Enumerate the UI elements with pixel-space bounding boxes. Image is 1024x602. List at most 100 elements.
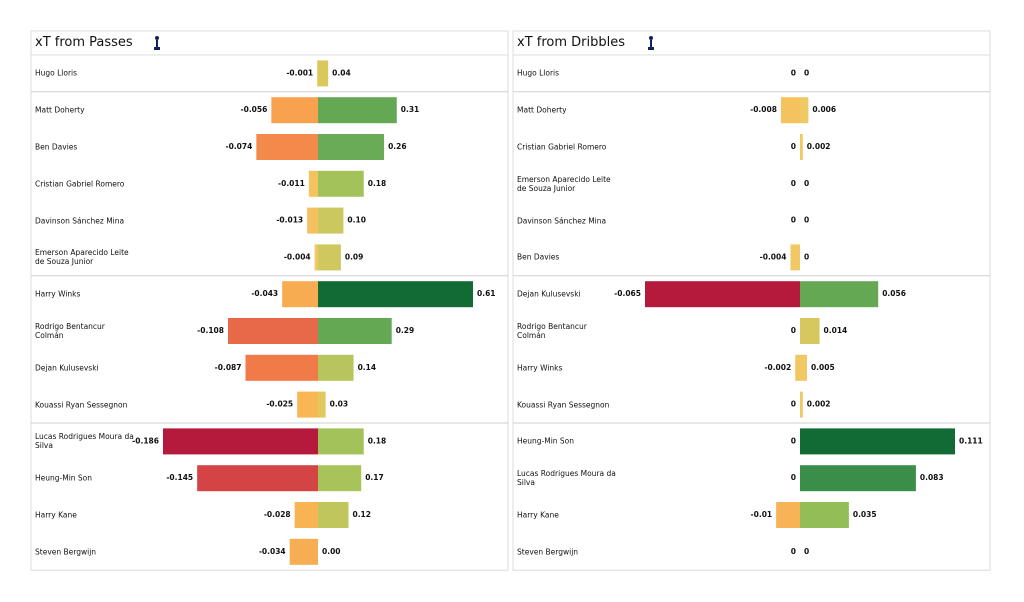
player-name: Heung-Min Son [35, 473, 93, 483]
value-label: -0.013 [276, 216, 303, 225]
panel-frame [512, 30, 991, 571]
value-label: 0.12 [352, 510, 371, 519]
value-label: 0.111 [959, 436, 983, 445]
player-name: Matt Doherty [517, 105, 567, 115]
panel-frame [30, 30, 509, 571]
value-label: 0 [791, 326, 796, 335]
bar [318, 428, 364, 455]
chart-title: xT from Passes [35, 35, 133, 50]
player-name: Lucas Rodrigues Moura da Silva [35, 432, 134, 451]
value-label: 0 [791, 436, 796, 445]
player-name: Ben Davies [517, 252, 560, 262]
value-label: 0.14 [358, 363, 377, 372]
bar [780, 97, 800, 124]
value-label: -0.028 [264, 510, 291, 519]
bar [318, 60, 329, 87]
bar [245, 354, 318, 381]
bar [800, 391, 803, 418]
bar [197, 465, 318, 492]
bar [318, 170, 364, 197]
value-label: 0.056 [882, 289, 906, 298]
value-label: -0.025 [266, 400, 293, 409]
value-label: -0.011 [278, 179, 305, 188]
value-label: 0 [804, 216, 809, 225]
bar [318, 465, 362, 492]
bar [795, 354, 800, 381]
bar [800, 318, 820, 344]
bar [289, 538, 318, 565]
bar [256, 134, 318, 160]
bar [318, 244, 341, 271]
value-label: 0.10 [347, 216, 366, 225]
player-name: Emerson Aparecido Leite de Souza Junior [35, 248, 129, 267]
value-label: 0.00 [322, 547, 341, 556]
player-name: Davinson Sánchez Mina [35, 216, 125, 226]
value-label: 0 [791, 142, 796, 151]
player-name: Harry Winks [517, 363, 563, 373]
club-logo [154, 36, 160, 50]
value-label: 0.002 [807, 142, 831, 151]
bar [790, 244, 800, 271]
value-label: -0.056 [240, 105, 267, 114]
value-label: 0.014 [824, 326, 848, 335]
player-name: Hugo Lloris [35, 68, 78, 78]
player-name: Harry Kane [35, 510, 77, 520]
value-label: 0.61 [477, 289, 496, 298]
value-label: 0 [791, 216, 796, 225]
value-label: 0 [804, 68, 809, 77]
player-name: Davinson Sánchez Mina [517, 216, 607, 226]
bar [282, 281, 318, 308]
bar [800, 281, 879, 308]
value-label: 0.29 [396, 326, 415, 335]
bar [800, 502, 849, 528]
player-name: Rodrigo Bentancur Colmán [517, 322, 587, 340]
bar [800, 97, 809, 124]
player-name: Cristian Gabriel Romero [35, 179, 125, 189]
bar [318, 391, 326, 418]
player-name: Ben Davies [35, 142, 78, 152]
value-label: -0.002 [764, 363, 791, 372]
value-label: 0.18 [368, 436, 387, 445]
value-label: -0.01 [751, 510, 773, 519]
bar [318, 318, 392, 344]
bar [317, 60, 318, 87]
value-label: 0.002 [807, 400, 831, 409]
value-label: 0.18 [368, 179, 387, 188]
player-name: Harry Winks [35, 289, 81, 299]
value-label: -0.001 [286, 68, 313, 77]
bar [314, 244, 318, 271]
value-label: 0 [804, 252, 809, 261]
bar [318, 502, 349, 528]
player-name: Steven Bergwijn [35, 547, 97, 557]
bar [776, 502, 800, 528]
bar [800, 134, 803, 160]
player-name: Harry Kane [517, 510, 559, 520]
value-label: 0.17 [365, 473, 384, 482]
player-name: Matt Doherty [35, 105, 85, 115]
value-label: 0.006 [812, 105, 836, 114]
value-label: 0.26 [388, 142, 407, 151]
value-label: 0.04 [332, 68, 351, 77]
value-label: 0.005 [811, 363, 835, 372]
value-label: 0.31 [401, 105, 420, 114]
player-name: Emerson Aparecido Leite de Souza Junior [517, 174, 611, 193]
bar [308, 170, 318, 197]
player-name: Heung-Min Son [517, 436, 575, 446]
player-name: Rodrigo Bentancur Colmán [35, 322, 105, 340]
bar [294, 502, 318, 528]
value-label: -0.145 [166, 473, 193, 482]
bar [271, 97, 318, 124]
value-label: -0.034 [259, 547, 286, 556]
value-label: -0.043 [251, 289, 278, 298]
bar [800, 428, 955, 455]
player-name: Dejan Kulusevski [517, 289, 581, 299]
bar [318, 97, 397, 124]
value-label: 0.035 [853, 510, 877, 519]
player-name: Lucas Rodrigues Moura da Silva [517, 469, 616, 488]
value-label: 0 [804, 179, 809, 188]
bar [318, 207, 344, 234]
value-label: 0 [804, 547, 809, 556]
value-label: 0.03 [330, 400, 349, 409]
bar [297, 391, 318, 418]
